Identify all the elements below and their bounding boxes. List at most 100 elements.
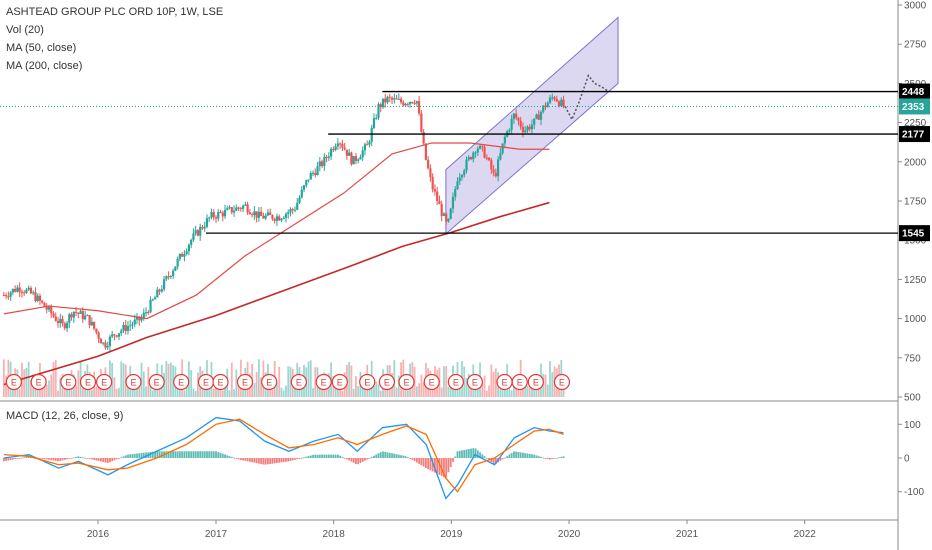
earnings-letter: E xyxy=(533,378,539,388)
candle-body xyxy=(99,338,103,344)
candle-body xyxy=(56,320,60,324)
volume-bar xyxy=(443,366,445,397)
macd-histogram-bar xyxy=(113,458,116,461)
earnings-marker: E xyxy=(331,373,348,391)
macd-histogram-bar xyxy=(513,451,515,458)
candle-body xyxy=(296,202,299,210)
earnings-letter: E xyxy=(296,378,302,388)
macd-histogram-bar xyxy=(467,449,470,458)
macd-histogram-bar xyxy=(192,451,195,458)
candle-body xyxy=(255,211,258,218)
candle-body xyxy=(7,296,10,298)
candle-body xyxy=(16,287,19,292)
candle-body xyxy=(323,156,326,167)
volume-bar xyxy=(52,362,55,397)
earnings-letter: E xyxy=(242,378,248,388)
macd-legend[interactable]: MACD (12, 26, close, 9) xyxy=(6,410,124,422)
candle-body xyxy=(431,176,434,190)
candle-body xyxy=(43,302,46,307)
candle-body xyxy=(251,214,254,216)
macd-histogram-bar xyxy=(406,457,409,458)
candle-body xyxy=(393,98,396,100)
earnings-letter: E xyxy=(502,378,508,388)
macd-histogram-bar xyxy=(246,458,249,462)
macd-histogram-bar xyxy=(50,458,53,461)
volume-bar xyxy=(48,380,50,397)
candle-body xyxy=(140,318,143,321)
earnings-marker: E xyxy=(236,373,254,391)
macd-histogram-bar xyxy=(341,456,344,458)
volume-bar xyxy=(463,366,466,397)
candle-body xyxy=(183,253,186,257)
earnings-circle xyxy=(212,373,229,391)
macd-histogram-bar xyxy=(314,454,317,458)
candle-body xyxy=(90,321,93,326)
earnings-marker: E xyxy=(527,373,544,391)
candle-body xyxy=(47,306,51,310)
macd-histogram-bar xyxy=(388,452,391,458)
candle-body xyxy=(162,279,166,290)
macd-histogram-bar xyxy=(133,453,136,458)
earnings-letter: E xyxy=(429,378,435,388)
macd-histogram-bar xyxy=(154,451,156,458)
earnings-marker: E xyxy=(96,373,113,391)
volume-bar xyxy=(515,386,518,397)
macd-histogram-bar xyxy=(129,454,132,458)
macd-histogram-bar xyxy=(294,458,296,460)
macd-histogram-bar xyxy=(217,452,220,458)
candle-body xyxy=(194,230,197,234)
macd-histogram-bar xyxy=(84,457,87,459)
earnings-circle xyxy=(423,373,440,391)
earnings-letter: E xyxy=(36,378,42,388)
macd-histogram-bar xyxy=(273,458,276,464)
ma200-legend[interactable]: MA (200, close) xyxy=(6,60,83,72)
candle-body xyxy=(305,180,308,186)
volume-bar xyxy=(34,383,37,397)
macd-histogram-bar xyxy=(203,451,206,458)
ma50-legend[interactable]: MA (50, close) xyxy=(6,42,77,54)
earnings-letter: E xyxy=(337,378,343,388)
earnings-circle xyxy=(96,373,113,391)
macd-histogram-bar xyxy=(499,458,502,461)
earnings-marker: E xyxy=(553,373,571,391)
earnings-letter: E xyxy=(404,378,410,388)
volume-bar xyxy=(375,381,378,397)
candle-body xyxy=(348,152,351,156)
macd-histogram-bar xyxy=(452,458,454,462)
candle-body xyxy=(208,217,211,219)
candle-body xyxy=(210,212,213,218)
macd-histogram-bar xyxy=(237,458,240,460)
macd-histogram-bar xyxy=(291,458,294,461)
macd-histogram-bar xyxy=(212,451,215,458)
candle-body xyxy=(302,185,306,190)
candle-body xyxy=(104,342,107,348)
vol-legend[interactable]: Vol (20) xyxy=(6,24,44,36)
volume-bar xyxy=(494,368,497,397)
volume-bar xyxy=(415,386,418,397)
volume-bar xyxy=(377,384,380,397)
volume-bar xyxy=(368,383,371,397)
macd-histogram-bar xyxy=(142,452,145,458)
candle-body xyxy=(165,276,168,280)
macd-histogram-bar xyxy=(5,458,8,461)
candle-body xyxy=(408,101,412,105)
macd-tick-label: -100 xyxy=(904,487,924,498)
macd-histogram-bar xyxy=(422,458,425,467)
candle-body xyxy=(458,177,461,182)
candle-body xyxy=(260,211,263,217)
macd-histogram-bar xyxy=(271,458,274,464)
macd-histogram-bar xyxy=(174,451,177,458)
candle-body xyxy=(232,210,236,213)
candle-body xyxy=(108,336,112,346)
candle-body xyxy=(352,156,355,165)
volume-bar xyxy=(97,382,100,397)
candle-body xyxy=(144,312,148,314)
macd-histogram-bar xyxy=(321,454,323,458)
macd-histogram-bar xyxy=(440,458,443,477)
candle-body xyxy=(32,292,35,294)
macd-histogram-bar xyxy=(515,451,518,458)
candle-body xyxy=(18,287,21,292)
earnings-circle xyxy=(447,373,464,391)
volume-bar xyxy=(140,362,143,397)
volume-bar xyxy=(490,364,493,397)
